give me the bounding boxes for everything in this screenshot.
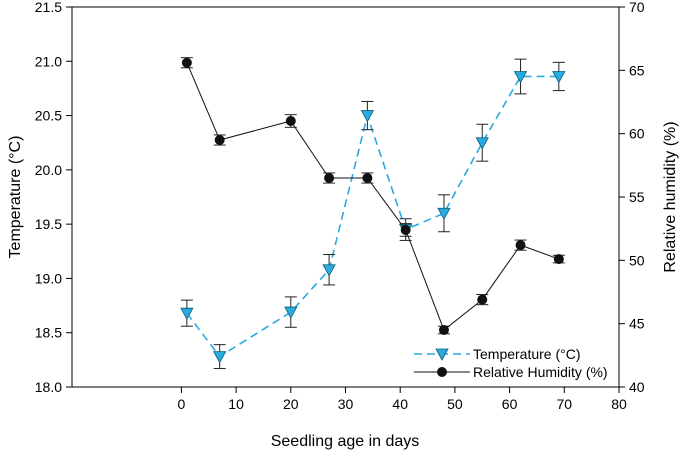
x-tick-label: 20 [283,396,299,412]
x-tick-label: 40 [392,396,408,412]
data-point [515,240,526,251]
y-left-tick-label: 19.5 [35,216,62,232]
y-right-tick-label: 55 [629,189,645,205]
y-axis-left-title: Temperature (°C) [7,136,24,259]
series-temperature [180,58,566,370]
y-right-tick-label: 60 [629,126,645,142]
legend-item-temperature: Temperature (°C) [414,346,581,362]
x-tick-label: 10 [228,396,244,412]
y-right-tick-label: 65 [629,62,645,78]
y-left-tick-label: 18.0 [35,379,62,395]
y-left-tick-label: 21.0 [35,53,62,69]
data-point [285,116,296,126]
plot-frame [71,6,620,388]
data-point [553,254,564,265]
data-point [477,294,488,305]
data-point [360,110,375,123]
data-point [180,307,194,321]
series-line [186,62,560,331]
data-point [475,137,489,150]
series-humidity [180,57,565,335]
x-tick-label: 30 [338,396,354,412]
x-tick-label: 50 [447,396,463,412]
y-left-tick-label: 20.0 [35,162,62,178]
data-point [552,71,566,84]
y-right-tick-label: 45 [629,316,645,332]
legend: Temperature (°C) Relative Humidity (%) [414,346,608,380]
y-left-tick-label: 21.5 [35,0,62,15]
y-right-tick-label: 40 [629,379,645,395]
data-point [214,135,225,145]
y-axis-right-title: Relative humidity (%) [662,121,679,272]
data-point [324,173,335,183]
y-right-tick-label: 70 [629,0,645,15]
x-axis: 0 10 20 30 40 50 60 70 80 [178,387,627,412]
x-tick-label: 80 [611,396,627,412]
data-point [400,224,411,235]
x-axis-title: Seedling age in days [271,433,420,450]
data-point [284,306,298,319]
y-axis-left: 18.0 18.5 19.0 19.5 20.0 20.5 21.0 21.5 [35,0,72,395]
data-point [213,351,227,364]
data-point [437,207,451,221]
series-layer [180,57,566,370]
y-axis-right: 40 45 50 55 60 65 70 [619,0,645,395]
x-tick-label: 0 [178,396,186,412]
legend-label-temperature: Temperature (°C) [473,346,581,362]
y-left-tick-label: 20.5 [35,108,62,124]
y-left-tick-label: 18.5 [35,325,62,341]
x-tick-label: 60 [502,396,518,412]
data-point [438,325,449,335]
y-right-tick-label: 50 [629,252,645,268]
data-point [181,57,192,68]
legend-label-humidity: Relative Humidity (%) [473,364,608,380]
legend-marker-humidity [437,367,447,377]
data-point [513,71,528,84]
legend-item-humidity: Relative Humidity (%) [414,364,608,380]
x-tick-label: 70 [557,396,573,412]
data-point [322,264,336,277]
legend-marker-temperature [435,348,449,361]
series-line [186,75,559,358]
y-left-tick-label: 19.0 [35,270,62,286]
data-point [362,173,373,183]
